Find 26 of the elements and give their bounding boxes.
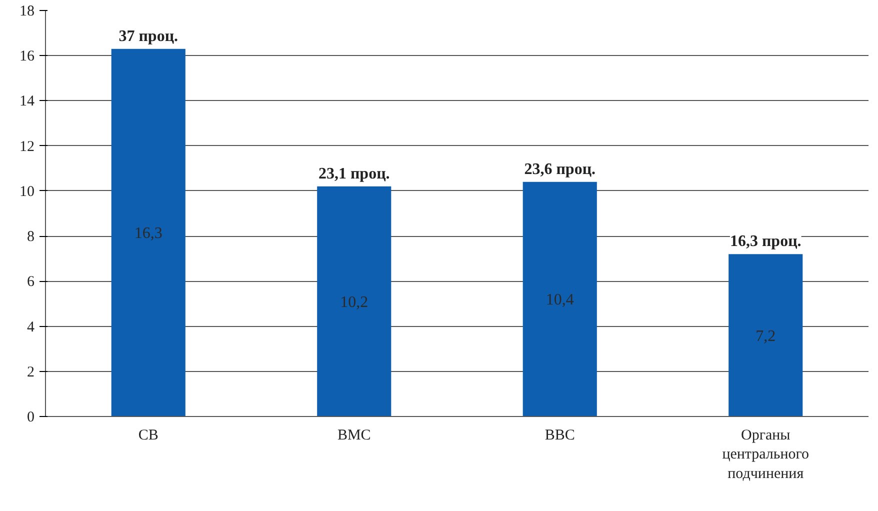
y-tick-label: 0 bbox=[27, 410, 34, 426]
x-tick-label: ВВС bbox=[544, 428, 575, 444]
annotation: 23,6 проц. bbox=[524, 160, 596, 178]
y-tick-label: 10 bbox=[20, 184, 34, 200]
data-label: 16,3 bbox=[134, 225, 162, 242]
x-tick-label: Органы центрального подчинения bbox=[722, 428, 810, 482]
bar bbox=[728, 254, 803, 416]
annotation: 23,1 проц. bbox=[318, 165, 390, 182]
annotation: 37 проц. bbox=[118, 28, 178, 45]
y-tick-label: 16 bbox=[20, 48, 35, 65]
bar bbox=[317, 186, 392, 416]
y-tick-label: 6 bbox=[27, 274, 35, 290]
data-label: 7,2 bbox=[756, 328, 776, 345]
data-label: 10,2 bbox=[340, 294, 368, 311]
bar bbox=[111, 48, 186, 416]
y-tick-label: 18 bbox=[20, 4, 34, 20]
x-tick-label: СВ bbox=[138, 428, 158, 444]
annotation: 16,3 проц. bbox=[730, 233, 802, 250]
y-tick-label: 8 bbox=[27, 229, 34, 246]
data-label: 10,4 bbox=[546, 292, 574, 309]
y-tick-label: 4 bbox=[27, 319, 35, 336]
y-tick-label: 14 bbox=[20, 94, 35, 110]
x-tick-label: ВМС bbox=[337, 428, 371, 444]
y-tick-label: 12 bbox=[20, 138, 34, 155]
bar bbox=[522, 182, 597, 416]
y-tick-label: 2 bbox=[27, 364, 34, 380]
